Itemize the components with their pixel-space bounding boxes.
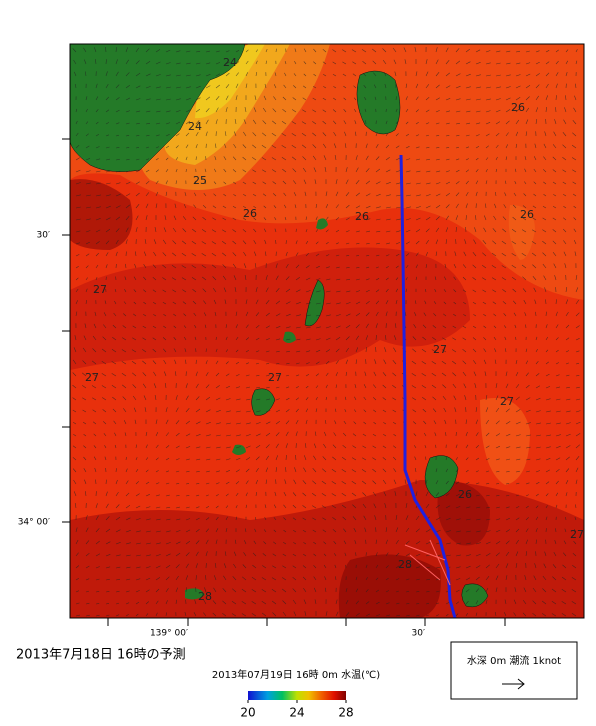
- island: [316, 218, 328, 230]
- contour-label: 24: [223, 56, 237, 69]
- contour-label: 27: [93, 283, 107, 296]
- temp-zone: [508, 205, 535, 260]
- contour-label: 24: [188, 120, 202, 133]
- ship-track: [399, 154, 457, 618]
- warm-zone: [70, 247, 470, 370]
- island: [185, 588, 205, 600]
- colorbar: 20 24 28: [240, 691, 354, 720]
- temp-zone: [480, 398, 530, 485]
- island: [424, 455, 459, 499]
- hot-zone: [70, 179, 133, 250]
- temp-zone: [164, 44, 290, 165]
- current-field: [72, 46, 581, 617]
- contour-label: 27: [570, 528, 584, 541]
- lon-label: 30′: [412, 629, 426, 639]
- contour-label: 27: [433, 343, 447, 356]
- lat-label: 30′: [37, 231, 51, 241]
- map-area: 24 24 25 26 26 26 26 27 27 27 27 27 26 28 28 27: [70, 44, 584, 618]
- land: [70, 44, 246, 172]
- island: [356, 70, 401, 135]
- legend-text: 水深 0m 潮流 1knot: [467, 654, 561, 667]
- legend-box: [450, 641, 578, 700]
- colorbar-ramp: [248, 691, 346, 700]
- colorbar-caption: 2013年07月19日 16時 0m 水温(℃): [212, 668, 380, 681]
- contour-label: 28: [398, 558, 412, 571]
- island: [251, 388, 276, 416]
- contour-label: 27: [500, 395, 514, 408]
- contour-label: 28: [198, 590, 212, 603]
- contour-label: 26: [511, 101, 525, 114]
- island: [304, 279, 325, 327]
- hot-zone: [437, 480, 490, 546]
- hot-zone: [338, 554, 441, 618]
- contour-label: 25: [193, 174, 207, 187]
- current-arrows: [72, 46, 581, 617]
- contour-label: 27: [268, 371, 282, 384]
- axis-ticks: 30′ 34° 00′ 139° 00′ 30′: [18, 138, 506, 639]
- legend-arrow: [502, 678, 525, 690]
- lat-label: 34° 00′: [18, 518, 50, 528]
- contour-label: 26: [520, 208, 534, 221]
- title: 2013年7月18日 16時の予測: [16, 648, 186, 663]
- track-marker: [404, 539, 451, 586]
- lon-label: 139° 00′: [150, 629, 188, 639]
- colorbar-tick-label: 24: [289, 706, 304, 720]
- contour-label: 27: [85, 371, 99, 384]
- contour-label: 26: [458, 488, 472, 501]
- colorbar-tick-label: 28: [338, 706, 353, 720]
- contour-label: 26: [355, 210, 369, 223]
- contour-labels: 24 24 25 26 26 26 26 27 27 27 27 27 26 28 28 27: [85, 56, 584, 603]
- island: [232, 444, 246, 455]
- colorbar-tick-label: 20: [240, 706, 255, 720]
- contour-label: 26: [243, 207, 257, 220]
